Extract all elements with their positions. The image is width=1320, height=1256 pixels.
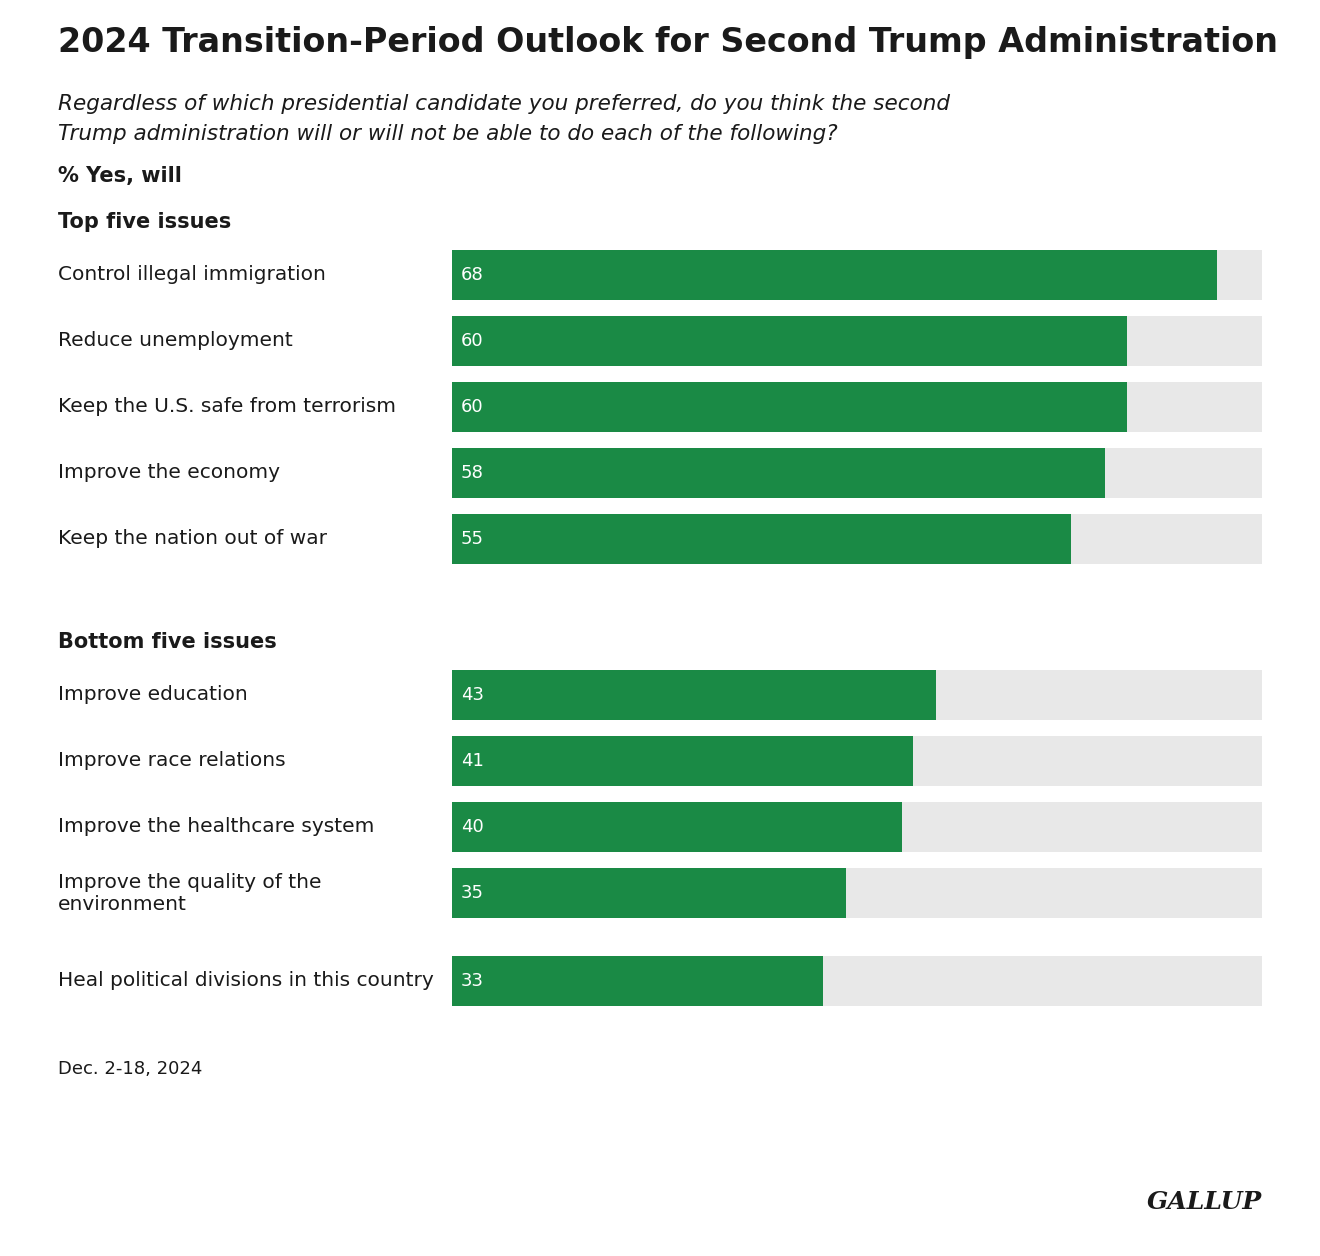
Text: Trump administration will or will not be able to do each of the following?: Trump administration will or will not be… [58, 124, 838, 144]
Text: 33: 33 [461, 972, 484, 990]
Text: 68: 68 [461, 266, 483, 284]
Bar [451, 382, 1127, 432]
Text: Dec. 2-18, 2024: Dec. 2-18, 2024 [58, 1060, 202, 1078]
Text: Improve the healthcare system: Improve the healthcare system [58, 818, 375, 836]
Text: 40: 40 [461, 818, 483, 836]
Text: 41: 41 [461, 752, 484, 770]
Text: Bottom five issues: Bottom five issues [58, 632, 277, 652]
Text: Control illegal immigration: Control illegal immigration [58, 265, 326, 285]
Bar [451, 956, 1262, 1006]
Bar [451, 382, 1262, 432]
Text: 43: 43 [461, 686, 484, 705]
Bar [451, 868, 846, 918]
Text: Keep the U.S. safe from terrorism: Keep the U.S. safe from terrorism [58, 397, 396, 417]
Text: % Yes, will: % Yes, will [58, 166, 182, 186]
Bar [451, 448, 1262, 497]
Text: GALLUP: GALLUP [1147, 1189, 1262, 1215]
Bar [451, 956, 824, 1006]
Text: environment: environment [58, 894, 187, 913]
Bar [451, 669, 1262, 720]
Text: Improve the quality of the: Improve the quality of the [58, 873, 322, 892]
Bar [451, 669, 936, 720]
Text: Reduce unemployment: Reduce unemployment [58, 332, 293, 350]
Text: 58: 58 [461, 463, 484, 482]
Text: Improve the economy: Improve the economy [58, 463, 280, 482]
Bar [451, 868, 1262, 918]
Bar [451, 448, 1105, 497]
Text: 55: 55 [461, 530, 484, 548]
Text: 60: 60 [461, 332, 483, 350]
Text: Keep the nation out of war: Keep the nation out of war [58, 530, 327, 549]
Bar [451, 250, 1262, 300]
Bar [451, 250, 1217, 300]
Text: Regardless of which presidential candidate you preferred, do you think the secon: Regardless of which presidential candida… [58, 94, 950, 114]
Bar [451, 317, 1127, 365]
Text: Top five issues: Top five issues [58, 212, 231, 232]
Bar [451, 803, 902, 852]
Bar [451, 736, 913, 786]
Bar [451, 514, 1071, 564]
Text: 60: 60 [461, 398, 483, 416]
Text: 35: 35 [461, 884, 484, 902]
Text: Heal political divisions in this country: Heal political divisions in this country [58, 971, 434, 991]
Bar [451, 514, 1262, 564]
Bar [451, 803, 1262, 852]
Bar [451, 317, 1262, 365]
Bar [451, 736, 1262, 786]
Text: 2024 Transition-Period Outlook for Second Trump Administration: 2024 Transition-Period Outlook for Secon… [58, 26, 1278, 59]
Text: Improve race relations: Improve race relations [58, 751, 285, 770]
Text: Improve education: Improve education [58, 686, 248, 705]
